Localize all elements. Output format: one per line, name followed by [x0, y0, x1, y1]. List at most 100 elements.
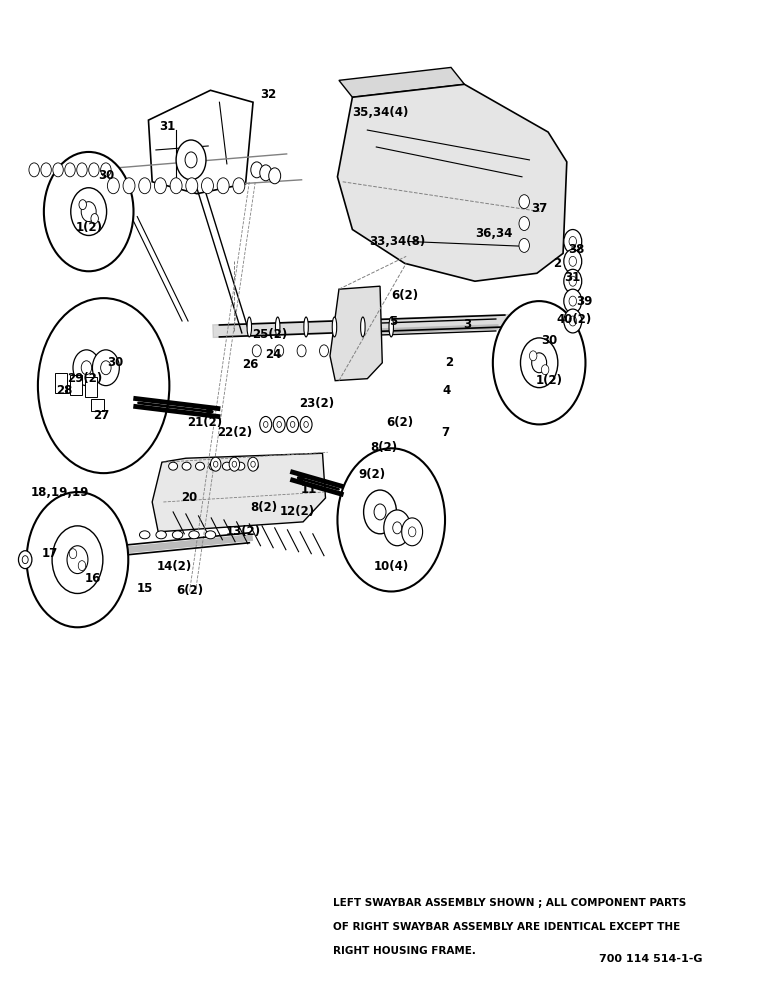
Ellipse shape [361, 317, 365, 337]
Ellipse shape [205, 531, 215, 539]
Text: 8(2): 8(2) [371, 441, 398, 454]
Circle shape [569, 276, 577, 286]
Text: 20: 20 [181, 491, 198, 504]
Text: 30: 30 [541, 334, 557, 347]
Circle shape [107, 178, 120, 194]
Text: 35,34(4): 35,34(4) [352, 106, 408, 119]
Text: 14(2): 14(2) [157, 560, 192, 573]
Circle shape [300, 416, 312, 432]
Text: RIGHT HOUSING FRAME.: RIGHT HOUSING FRAME. [333, 946, 476, 956]
Text: 16: 16 [84, 572, 100, 585]
Ellipse shape [249, 462, 259, 470]
Text: 30: 30 [98, 169, 114, 182]
Circle shape [252, 345, 261, 357]
Circle shape [27, 492, 128, 627]
Text: 8(2): 8(2) [251, 501, 278, 514]
Text: 1(2): 1(2) [536, 374, 563, 387]
Circle shape [69, 549, 76, 559]
Text: 30: 30 [107, 356, 123, 369]
Text: 29(2): 29(2) [67, 372, 103, 385]
Circle shape [569, 256, 577, 266]
Text: 18,19,19: 18,19,19 [31, 486, 90, 499]
Text: 31: 31 [564, 271, 580, 284]
Circle shape [186, 178, 198, 194]
Text: OF RIGHT SWAYBAR ASSEMBLY ARE IDENTICAL EXCEPT THE: OF RIGHT SWAYBAR ASSEMBLY ARE IDENTICAL … [333, 922, 680, 932]
Circle shape [52, 526, 103, 593]
Circle shape [44, 152, 134, 271]
Circle shape [259, 165, 272, 181]
Circle shape [211, 457, 221, 471]
Text: 39: 39 [576, 295, 592, 308]
Bar [55, 373, 67, 393]
Circle shape [154, 178, 167, 194]
Circle shape [275, 345, 283, 357]
Text: 11: 11 [301, 483, 317, 496]
Text: 22(2): 22(2) [217, 426, 252, 439]
Polygon shape [152, 453, 326, 532]
Text: 26: 26 [242, 358, 259, 371]
Circle shape [73, 350, 100, 386]
Text: 28: 28 [56, 384, 73, 397]
Circle shape [520, 338, 558, 388]
Circle shape [19, 551, 32, 569]
Text: 6(2): 6(2) [391, 289, 418, 302]
Circle shape [201, 178, 213, 194]
Circle shape [564, 309, 582, 333]
Ellipse shape [156, 531, 167, 539]
Text: 7: 7 [441, 426, 449, 439]
Circle shape [123, 178, 135, 194]
Circle shape [76, 163, 87, 177]
Ellipse shape [222, 462, 232, 470]
Circle shape [67, 546, 88, 574]
Bar [91, 399, 104, 410]
Ellipse shape [172, 531, 183, 539]
Circle shape [185, 152, 197, 168]
Text: 5: 5 [388, 315, 397, 328]
Text: 31: 31 [159, 120, 175, 133]
Circle shape [93, 350, 120, 386]
Ellipse shape [209, 462, 218, 470]
Text: 13(2): 13(2) [225, 525, 261, 538]
Text: 27: 27 [93, 409, 110, 422]
Ellipse shape [168, 462, 178, 470]
Circle shape [564, 289, 582, 313]
Text: 2: 2 [553, 257, 561, 270]
Circle shape [269, 168, 281, 184]
Bar [70, 375, 82, 395]
Text: 21(2): 21(2) [187, 416, 222, 429]
Text: LEFT SWAYBAR ASSEMBLY SHOWN ; ALL COMPONENT PARTS: LEFT SWAYBAR ASSEMBLY SHOWN ; ALL COMPON… [333, 898, 686, 908]
Text: 10(4): 10(4) [374, 560, 409, 573]
Circle shape [78, 561, 86, 571]
Ellipse shape [182, 462, 191, 470]
Circle shape [29, 163, 39, 177]
Circle shape [229, 457, 239, 471]
Ellipse shape [389, 317, 394, 337]
Text: 25(2): 25(2) [252, 328, 288, 341]
Text: 38: 38 [568, 243, 584, 256]
Circle shape [71, 188, 107, 235]
Circle shape [519, 238, 530, 252]
Circle shape [393, 522, 401, 534]
Circle shape [213, 461, 218, 467]
Circle shape [337, 448, 445, 591]
Circle shape [564, 230, 582, 253]
Circle shape [176, 140, 206, 180]
Circle shape [564, 249, 582, 273]
Circle shape [519, 217, 530, 231]
Circle shape [65, 163, 75, 177]
Circle shape [100, 163, 111, 177]
Circle shape [277, 421, 282, 427]
Circle shape [286, 416, 299, 432]
Circle shape [532, 353, 547, 373]
Circle shape [38, 298, 169, 473]
Circle shape [290, 421, 295, 427]
Polygon shape [330, 286, 382, 381]
Bar [85, 377, 97, 397]
Text: 37: 37 [531, 202, 547, 215]
Circle shape [248, 457, 259, 471]
Circle shape [297, 345, 306, 357]
Circle shape [493, 301, 585, 424]
Circle shape [401, 518, 422, 546]
Circle shape [564, 269, 582, 293]
Circle shape [259, 416, 272, 432]
